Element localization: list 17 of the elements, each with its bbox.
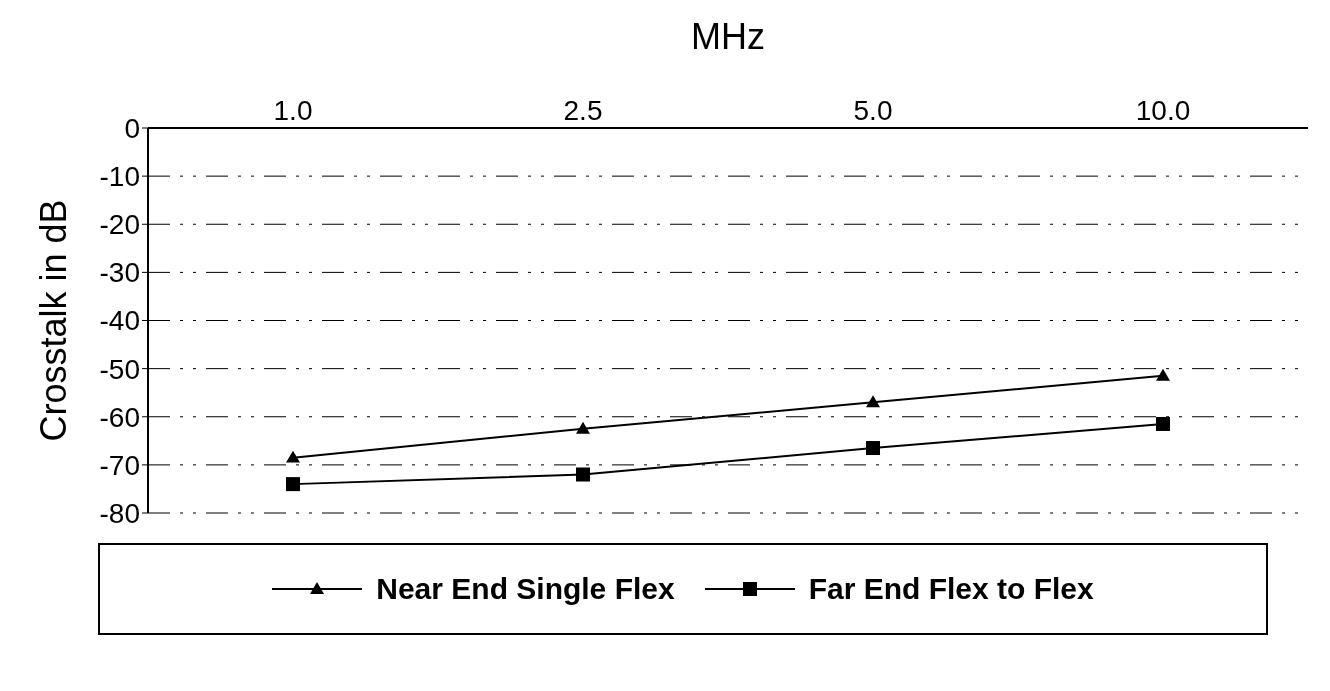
- y-axis-title: Crosstalk in dB: [32, 199, 74, 442]
- y-tick-label: -80: [99, 497, 140, 529]
- y-tick-label: -30: [99, 257, 140, 289]
- x-tick-label: 2.5: [563, 95, 603, 126]
- y-tick-label: -50: [99, 353, 140, 385]
- x-axis-title: MHz: [691, 15, 765, 57]
- x-tick-label: 1.0: [273, 95, 313, 126]
- y-tick-label: -10: [99, 161, 140, 193]
- legend-label: Near End Single Flex: [376, 572, 675, 606]
- y-tick-label: -60: [99, 401, 140, 433]
- y-tick-label: -70: [99, 449, 140, 481]
- y-tick-label: 0: [124, 112, 140, 144]
- legend-label: Far End Flex to Flex: [808, 572, 1094, 606]
- y-tick-label: -40: [99, 305, 140, 337]
- x-tick-label: 5.0: [853, 95, 893, 126]
- x-tick-label: 10.0: [1135, 95, 1191, 126]
- y-tick-label: -20: [99, 209, 140, 241]
